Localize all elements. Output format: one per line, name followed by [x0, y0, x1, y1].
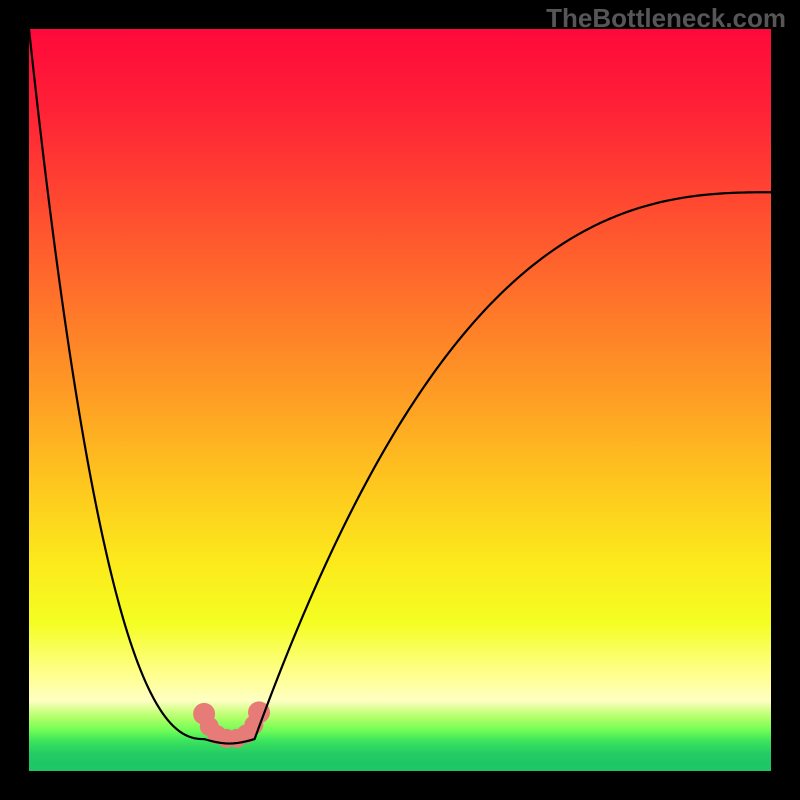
plot-area — [29, 29, 771, 771]
bottom-dots — [193, 701, 270, 747]
curve-layer — [29, 29, 771, 771]
bottleneck-curve — [29, 29, 771, 744]
watermark-text: TheBottleneck.com — [546, 3, 786, 34]
